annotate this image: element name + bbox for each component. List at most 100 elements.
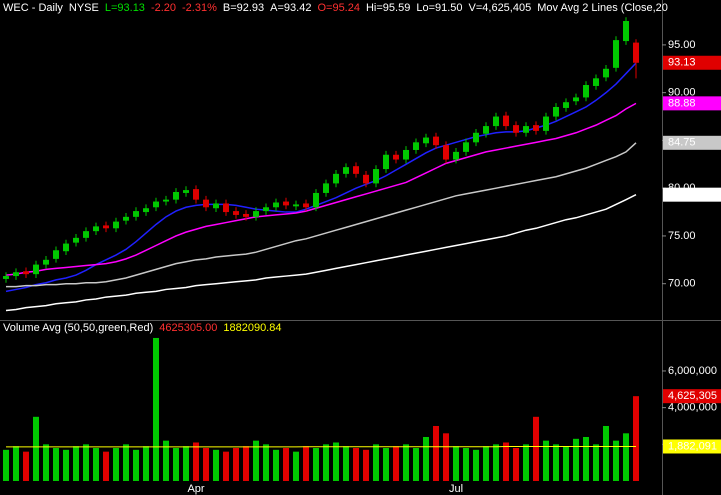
volume-bar [63, 449, 69, 481]
candle-body [63, 243, 69, 252]
y-tick-label: 90.00 [668, 87, 696, 99]
volume-bar [603, 425, 609, 481]
volume-bar [433, 425, 439, 481]
volume-bar [273, 449, 279, 481]
legend-item: B=92.93 [223, 2, 264, 14]
volume-bar [73, 446, 79, 481]
candle-body [323, 183, 329, 193]
volume-bar [3, 449, 9, 481]
candle-body [43, 259, 49, 265]
candle-body [433, 136, 439, 146]
candle-body [393, 154, 399, 160]
value-box-label: 1,882,091 [668, 440, 717, 452]
volume-bar [623, 433, 629, 481]
candle-body [483, 126, 489, 134]
legend-item: Hi=95.59 [366, 2, 410, 14]
volume-bar [133, 449, 139, 481]
volume-bar [33, 416, 39, 481]
value-box [663, 187, 721, 202]
volume-bar [243, 446, 249, 481]
candle-body [413, 142, 419, 150]
moving-average-line [6, 142, 637, 288]
legend-item: 4625305.00 [159, 322, 217, 334]
volume-bar [573, 438, 579, 481]
value-box-label: 79.32 [668, 189, 696, 201]
volume-bar [83, 444, 89, 481]
volume-bar [393, 446, 399, 481]
x-tick-label: Jul [449, 483, 463, 495]
candle-body [553, 106, 559, 117]
candle-body [113, 221, 119, 229]
volume-bar [193, 442, 199, 481]
y-tick-label: 4,000,000 [668, 402, 717, 414]
candle-body [53, 250, 59, 259]
candle-body [543, 116, 549, 131]
candle-body [263, 207, 269, 212]
y-tick-label: 70.00 [668, 278, 696, 290]
volume-bar [233, 447, 239, 481]
y-tick-label: 6,000,000 [668, 365, 717, 377]
volume-bar [113, 447, 119, 481]
candle-body [403, 149, 409, 160]
candle-body [383, 154, 389, 170]
volume-bar [163, 440, 169, 481]
candle-body [313, 192, 319, 208]
value-box [663, 135, 721, 150]
candle-body [573, 97, 579, 102]
candle-body [563, 102, 569, 108]
volume-bar [553, 444, 559, 481]
volume-bar [123, 444, 129, 481]
candle-body [593, 78, 599, 86]
volume-bar [173, 447, 179, 481]
candle-body [533, 125, 539, 131]
candle-body [253, 211, 259, 217]
candle-body [173, 192, 179, 200]
volume-bar [43, 444, 49, 481]
moving-average-line [5, 194, 637, 312]
volume-bar [543, 440, 549, 481]
volume-bar [313, 447, 319, 481]
volume-bar [353, 447, 359, 481]
volume-bar [403, 444, 409, 481]
candle-body [303, 203, 309, 208]
volume-bar [523, 444, 529, 481]
legend-item: Lo=91.50 [416, 2, 462, 14]
volume-bar [153, 337, 159, 481]
volume-bar [223, 451, 229, 481]
legend-item: V=4,625,405 [469, 2, 532, 14]
volume-bar [383, 447, 389, 481]
legend: WEC - Daily NYSE L=93.13 -2.20 -2.31% B=92.93… [3, 2, 668, 14]
candle-body [513, 125, 519, 133]
volume-bar [253, 440, 259, 481]
volume-bar [343, 446, 349, 481]
candle-body [353, 166, 359, 174]
legend-item: WEC - Daily [3, 2, 63, 14]
volume-bar [23, 451, 29, 481]
candle-body [23, 271, 29, 275]
candle-body [363, 174, 369, 184]
candle-body [343, 167, 349, 174]
volume-bar [283, 447, 289, 481]
volume-bar [583, 436, 589, 481]
moving-average-line [5, 102, 637, 276]
volume-bar [593, 444, 599, 481]
candle-body [453, 151, 459, 160]
value-box-label: 84.75 [668, 137, 696, 149]
candle-body [603, 68, 609, 78]
volume-bar [103, 451, 109, 481]
legend-item: A=93.42 [270, 2, 311, 14]
candle-body [623, 21, 629, 42]
volume-bar [563, 446, 569, 481]
candle-body [583, 85, 589, 98]
candle-body [13, 272, 19, 277]
value-box [663, 55, 721, 70]
volume-bar [303, 446, 309, 481]
volume-bar [413, 447, 419, 481]
candle-body [373, 169, 379, 184]
candle-body [193, 189, 199, 200]
candle-body [243, 213, 249, 217]
candle-body [633, 42, 639, 63]
